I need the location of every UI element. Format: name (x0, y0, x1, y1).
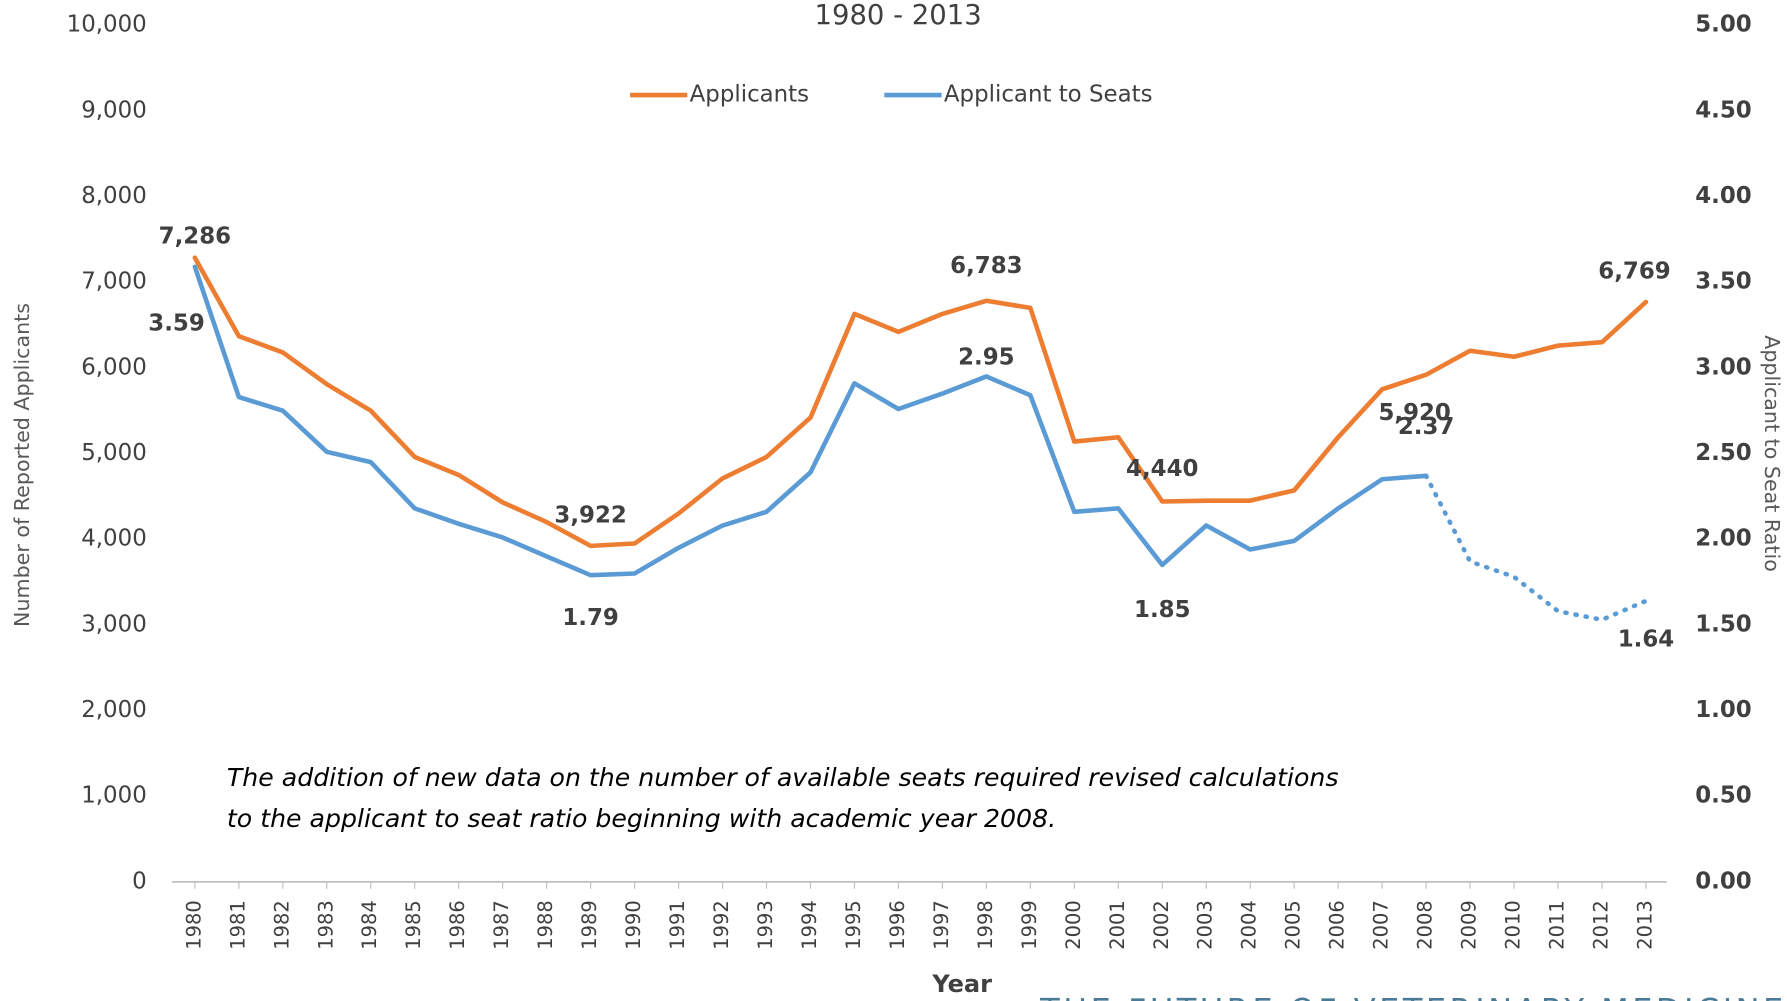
x-axis-label: Year (931, 970, 992, 998)
y2-tick-label: 5.00 (1695, 12, 1751, 38)
data-label: 3,922 (554, 503, 626, 529)
x-tick-label: 1989 (578, 900, 601, 950)
series-line (192, 264, 1429, 578)
y2-tick-label: 4.00 (1695, 183, 1751, 209)
y-tick-label: 9,000 (81, 97, 147, 123)
x-tick-label: 1993 (754, 900, 777, 950)
x-tick-label: 1984 (358, 900, 381, 950)
x-tick-label: 1986 (446, 900, 469, 950)
x-tick-label: 2001 (1106, 900, 1129, 950)
y-tick-label: 3,000 (81, 611, 147, 637)
x-tick-label: 1990 (622, 900, 645, 950)
y2-tick-label: 0.50 (1695, 783, 1751, 809)
x-tick-label: 1985 (402, 900, 425, 950)
data-label: 1.79 (562, 605, 618, 631)
x-tick-label: 2009 (1458, 900, 1481, 950)
legend-label: Applicants (690, 82, 809, 108)
x-tick-label: 2007 (1370, 900, 1393, 950)
y2-tick-label: 2.00 (1695, 526, 1751, 552)
data-label: 3.59 (148, 311, 204, 337)
x-tick-label: 2002 (1150, 900, 1173, 950)
x-tick-label: 2003 (1194, 900, 1217, 950)
x-tick-label: 1998 (974, 900, 997, 950)
y2-axis-label: Applicant to Seat Ratio (1760, 335, 1784, 572)
y-tick-label: 4,000 (81, 526, 147, 552)
y2-tick-label: 4.50 (1695, 97, 1751, 123)
data-label: 2.95 (958, 345, 1014, 371)
data-label: 6,769 (1598, 259, 1670, 285)
y-tick-label: 6,000 (81, 354, 147, 380)
y2-tick-label: 2.50 (1695, 440, 1751, 466)
x-tick-label: 1991 (666, 900, 689, 950)
chart-subtitle: 1980 - 2013 (814, 0, 981, 31)
series-line (192, 255, 1649, 549)
y-axis-label: Number of Reported Applicants (10, 303, 34, 627)
legend-label: Applicant to Seats (944, 82, 1153, 108)
x-tick-label: 2008 (1414, 900, 1437, 950)
data-label: 2.37 (1398, 414, 1454, 440)
y2-tick-label: 0.00 (1695, 868, 1751, 894)
x-tick-label: 1981 (226, 900, 249, 950)
y-tick-label: 8,000 (81, 183, 147, 209)
x-tick-label: 1994 (798, 900, 821, 950)
annotation: The addition of new data on the number o… (227, 763, 1339, 792)
x-tick-label: 1995 (842, 900, 865, 950)
y-tick-label: 7,000 (81, 269, 147, 295)
x-tick-label: 2005 (1282, 900, 1305, 950)
y2-tick-label: 3.00 (1695, 354, 1751, 380)
y2-tick-label: 1.50 (1695, 611, 1751, 637)
x-tick-label: 2012 (1589, 900, 1612, 950)
y-tick-label: 0 (132, 868, 147, 894)
x-tick-label: 1999 (1018, 900, 1041, 950)
x-tick-label: 1987 (490, 900, 513, 950)
data-label: 5,920 (1378, 400, 1450, 426)
y-tick-label: 5,000 (81, 440, 147, 466)
x-tick-label: 1982 (270, 900, 293, 950)
series-line-dotted (1423, 473, 1649, 623)
y-tick-label: 10,000 (67, 12, 147, 38)
y2-tick-label: 1.00 (1695, 697, 1751, 723)
x-tick-label: 2006 (1326, 900, 1349, 950)
x-tick-label: 1983 (314, 900, 337, 950)
footer: THE FUTURE OF VETERINARY MEDICINE (1039, 991, 1787, 1001)
x-tick-label: 1996 (886, 900, 909, 950)
data-label: 1.85 (1134, 597, 1190, 623)
x-tick-label: 1997 (930, 900, 953, 950)
data-label: 1.64 (1618, 626, 1674, 652)
x-tick-label: 2010 (1502, 900, 1525, 950)
x-tick-label: 2013 (1633, 900, 1656, 950)
x-tick-label: 2004 (1238, 900, 1261, 950)
y-tick-label: 1,000 (81, 783, 147, 809)
data-label: 6,783 (950, 253, 1022, 279)
x-tick-label: 2011 (1546, 900, 1569, 950)
data-label: 4,440 (1126, 456, 1198, 482)
x-tick-label: 1980 (182, 900, 205, 950)
annotation: to the applicant to seat ratio beginning… (227, 804, 1056, 833)
y2-tick-label: 3.50 (1695, 269, 1751, 295)
x-tick-label: 1992 (710, 900, 733, 950)
x-tick-label: 2000 (1062, 900, 1085, 950)
x-tick-label: 1988 (534, 900, 557, 950)
data-label: 7,286 (159, 224, 231, 250)
y-tick-label: 2,000 (81, 697, 147, 723)
